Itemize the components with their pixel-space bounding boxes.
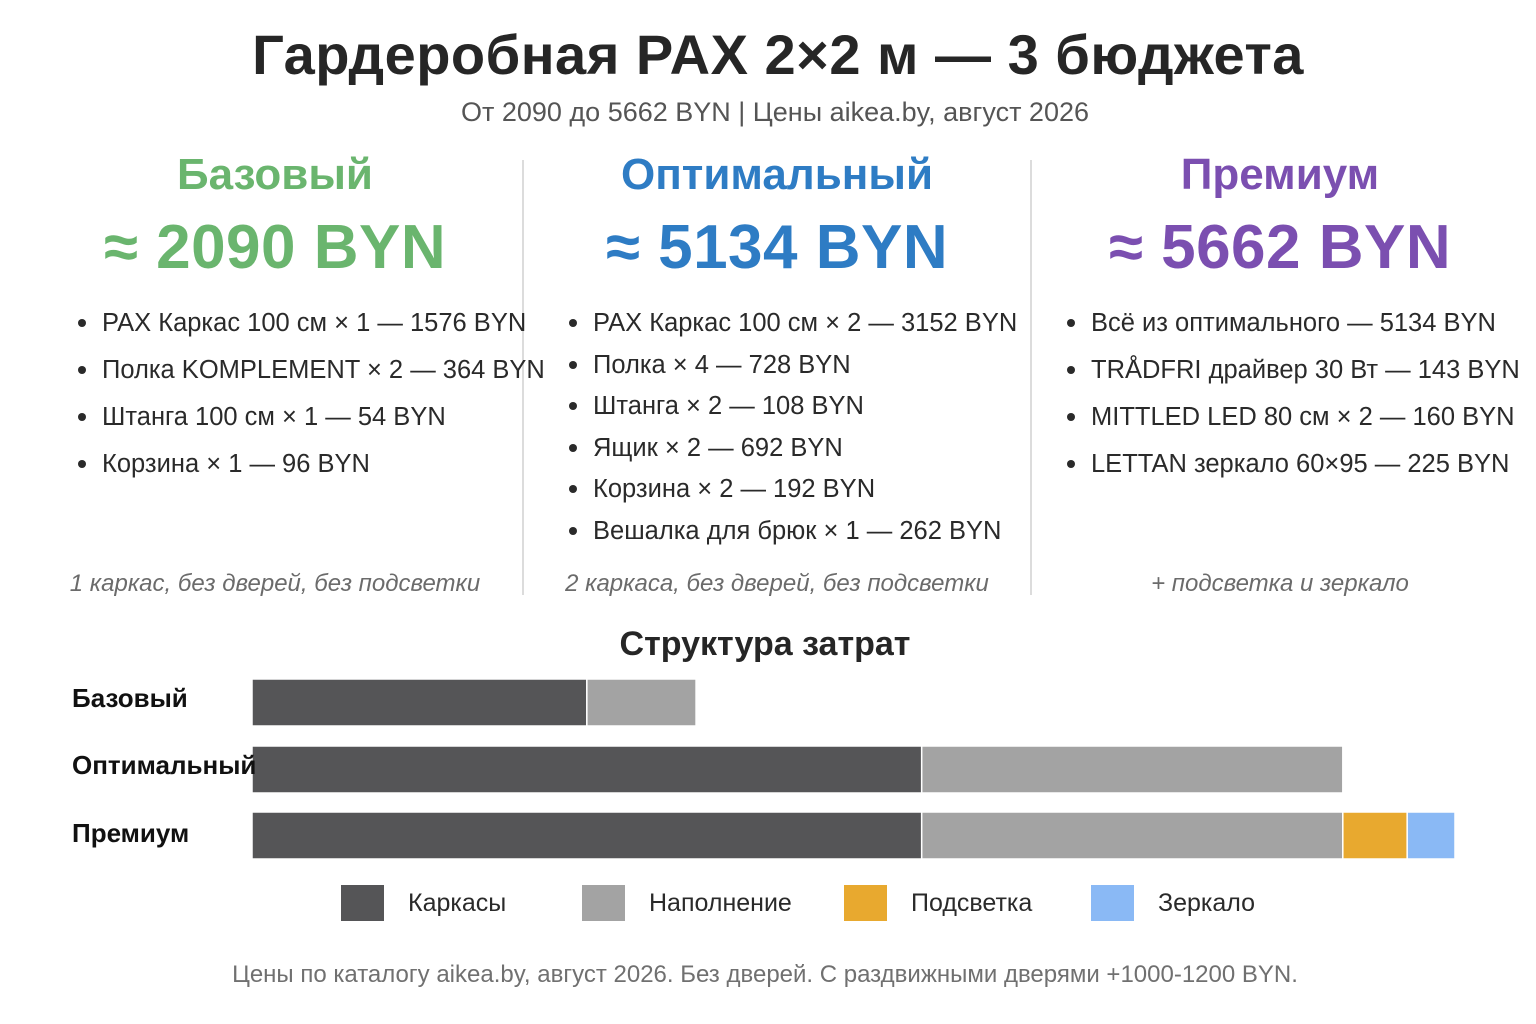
bullet-icon [78,460,86,468]
bar-segment [251,678,588,727]
tier-item: Полка × 4 — 728 BYN [569,350,1017,392]
bar-segment [920,745,1344,794]
footnote: Цены по каталогу aikea.by, август 2026. … [232,961,1298,988]
bar-label: Оптимальный [72,750,257,780]
bullet-icon [78,413,86,421]
tier-note: 1 каркас, без дверей, без подсветки [69,570,481,597]
tier-name: Премиум [1180,150,1380,199]
tier-item: Ящик × 2 — 692 BYN [569,433,1017,475]
tier-name: Базовый [177,150,373,199]
tier-item: Вешалка для брюк × 1 — 262 BYN [569,516,1017,558]
bar-segment [1342,811,1408,860]
tier-price: ≈ 5662 BYN [1108,213,1452,282]
bullet-icon [1067,319,1075,327]
column-divider [1030,160,1032,595]
tier-item: Полка KOMPLEMENT × 2 — 364 BYN [78,355,545,402]
tier-price: ≈ 2090 BYN [103,213,447,282]
legend-label: Каркасы [408,888,507,917]
tier-item: Штанга × 2 — 108 BYN [569,391,1017,433]
legend-item: Зеркало [1091,885,1255,921]
tier-item: Всё из оптимального — 5134 BYN [1067,308,1520,355]
tier-note: 2 каркаса, без дверей, без подсветки [565,570,989,597]
bar-segment [251,745,923,794]
legend-label: Наполнение [649,888,792,917]
page-subtitle: От 2090 до 5662 BYN | Цены aikea.by, авг… [460,97,1089,127]
legend-item: Наполнение [582,885,792,921]
legend-swatch [1091,885,1134,921]
chart-legend: Каркасы Наполнение Подсветка Зеркало [0,885,1536,925]
bar-label: Базовый [72,683,188,713]
legend-label: Зеркало [1158,888,1256,917]
tier-items: PAX Каркас 100 см × 2 — 3152 BYN Полка ×… [569,308,1017,558]
tier-item: Корзина × 2 — 192 BYN [569,474,1017,516]
tier-name: Оптимальный [620,150,934,199]
tier-price: ≈ 5134 BYN [605,213,949,282]
tier-item: PAX Каркас 100 см × 1 — 1576 BYN [78,308,545,355]
bullet-icon [1067,460,1075,468]
tier-items: Всё из оптимального — 5134 BYN TRÅDFRI д… [1067,308,1520,496]
tier-item: PAX Каркас 100 см × 2 — 3152 BYN [569,308,1017,350]
bullet-icon [569,485,577,494]
bullet-icon [569,360,577,369]
bullet-icon [569,402,577,411]
bullet-icon [78,319,86,327]
legend-swatch [341,885,384,921]
legend-item: Подсветка [844,885,1032,921]
bullet-icon [78,366,86,374]
legend-swatch [582,885,625,921]
tier-item: Корзина × 1 — 96 BYN [78,449,545,496]
bullet-icon [569,319,577,327]
page-title: Гардеробная PAX 2×2 м — 3 бюджета [252,23,1304,86]
legend-label: Подсветка [911,888,1033,917]
bar-segment [251,811,923,860]
tier-card-premium: Премиум ≈ 5662 BYN Всё из оптимального —… [1035,148,1525,598]
bullet-icon [1067,366,1075,374]
bullet-icon [1067,413,1075,421]
bar-segment [586,678,697,727]
tier-item: Штанга 100 см × 1 — 54 BYN [78,402,545,449]
legend-item: Каркасы [341,885,506,921]
tier-note: + подсветка и зеркало [1151,570,1409,597]
bullet-icon [569,443,577,452]
tier-items: PAX Каркас 100 см × 1 — 1576 BYN Полка K… [78,308,545,496]
legend-swatch [844,885,887,921]
bar-segment [1406,811,1456,860]
bullet-icon [569,526,577,535]
bar-segment [920,811,1344,860]
tier-item: TRÅDFRI драйвер 30 Вт — 143 BYN [1067,355,1520,402]
bar-label: Премиум [72,818,190,848]
tier-item: MITTLED LED 80 см × 2 — 160 BYN [1067,402,1520,449]
chart-title: Структура затрат [619,625,911,663]
tier-item: LETTAN зеркало 60×95 — 225 BYN [1067,449,1520,496]
tier-card-optimal: Оптимальный ≈ 5134 BYN PAX Каркас 100 см… [527,148,1027,598]
tier-card-basic: Базовый ≈ 2090 BYN PAX Каркас 100 см × 1… [30,148,545,598]
column-divider [522,160,524,595]
